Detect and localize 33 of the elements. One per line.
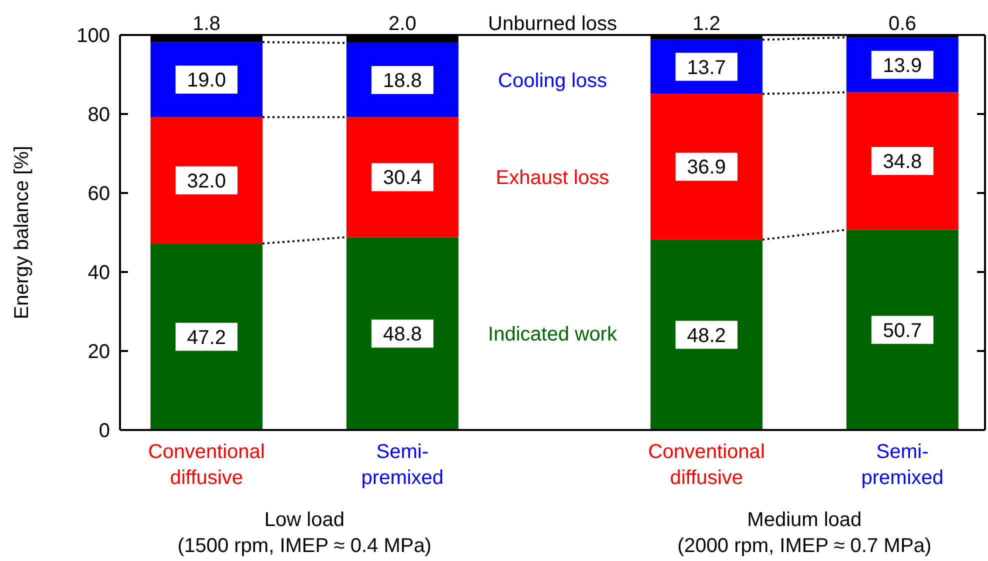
x-tick-label: Conventional diffusive xyxy=(648,441,765,489)
data-label: 32.0 xyxy=(187,170,226,192)
y-tick-label: 60 xyxy=(88,183,110,205)
data-label: 13.7 xyxy=(687,56,726,79)
data-label: 30.4 xyxy=(382,167,422,190)
data-label: 34.8 xyxy=(882,151,922,174)
data-label: 48.2 xyxy=(687,324,726,347)
data-label: 19.0 xyxy=(187,70,226,92)
data-label: 48.8 xyxy=(382,324,422,346)
data-label: 36.9 xyxy=(687,156,726,179)
series-label: Indicated work xyxy=(488,324,618,346)
data-label: 50.7 xyxy=(882,320,922,342)
x-tick-label: Conventional diffusive xyxy=(148,441,265,489)
y-tick-label: 100 xyxy=(76,25,110,47)
text: Low load (1500 rpm, IMEP ≈ 0.4 MPa) xyxy=(177,509,432,557)
series-label: Cooling loss xyxy=(498,70,607,92)
y-tick-label: 20 xyxy=(88,341,110,363)
data-label: 2.0 xyxy=(388,13,416,35)
y-tick-label: 80 xyxy=(88,104,110,126)
series-label: Exhaust loss xyxy=(496,167,610,190)
x-tick-label: Semi- premixed xyxy=(861,441,944,489)
x-tick-label: Semi- premixed xyxy=(361,441,444,489)
data-label: 47.2 xyxy=(187,326,226,349)
data-label: 13.9 xyxy=(882,54,922,77)
y-axis-title: Energy balance [%] xyxy=(11,146,33,320)
text: Medium load (2000 rpm, IMEP ≈ 0.7 MPa) xyxy=(677,509,932,557)
data-label: 18.8 xyxy=(382,70,422,92)
data-label: 1.8 xyxy=(192,13,220,35)
series-label: Unburned loss xyxy=(488,13,617,35)
y-tick-label: 0 xyxy=(98,420,110,442)
data-label: 1.2 xyxy=(692,13,720,35)
data-label: 0.6 xyxy=(888,13,916,35)
y-tick-label: 40 xyxy=(88,262,110,284)
